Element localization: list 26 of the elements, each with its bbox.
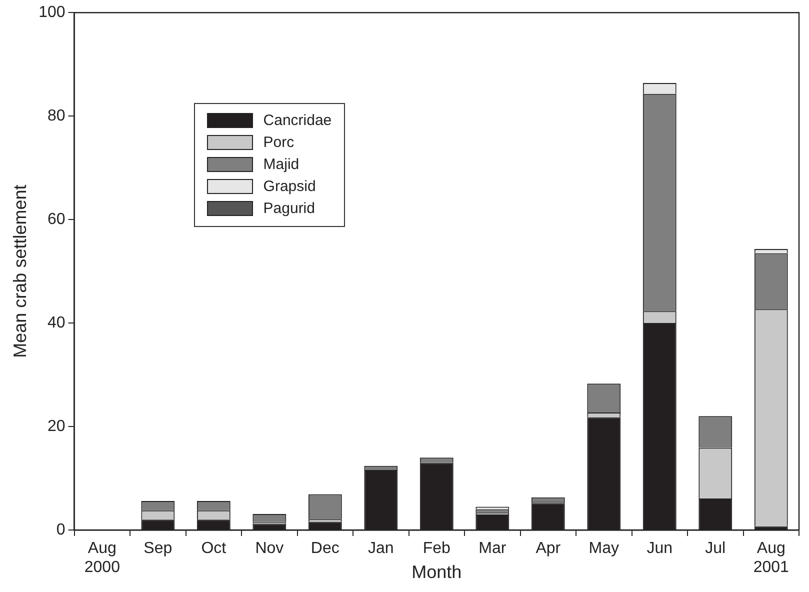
- y-axis-title: Mean crab settlement: [10, 184, 30, 358]
- x-tick-label: Aug 2001: [753, 540, 790, 576]
- x-tick-label: Apr: [536, 540, 562, 558]
- x-tick-label: Jun: [646, 540, 673, 558]
- legend-label: Grapsid: [263, 178, 316, 196]
- y-tick-label: 20: [48, 418, 66, 435]
- x-tick-label: May: [588, 540, 620, 558]
- y-tick-label: 40: [48, 314, 66, 332]
- y-tick-label: 60: [48, 210, 66, 228]
- x-tick-label: Jan: [368, 540, 394, 558]
- x-axis-title: Month: [412, 562, 462, 582]
- legend-label: Majid: [263, 156, 300, 174]
- y-tick-label: 100: [38, 4, 66, 22]
- x-tick-label: Oct: [201, 540, 227, 558]
- x-tick-label: Nov: [255, 540, 284, 558]
- x-tick-label: Feb: [422, 540, 451, 558]
- x-tick-label: Dec: [310, 540, 340, 558]
- y-tick-label: 0: [56, 521, 66, 538]
- x-tick-label: Aug 2000: [84, 540, 120, 576]
- x-tick-label: Jul: [705, 540, 726, 558]
- y-tick-label: 80: [48, 107, 66, 124]
- legend-label: Porc: [263, 134, 294, 152]
- x-tick-label: Mar: [478, 540, 507, 558]
- x-tick-label: Sep: [144, 540, 172, 558]
- legend-label: Pagurid: [263, 200, 315, 218]
- legend-label: Cancridae: [263, 112, 332, 130]
